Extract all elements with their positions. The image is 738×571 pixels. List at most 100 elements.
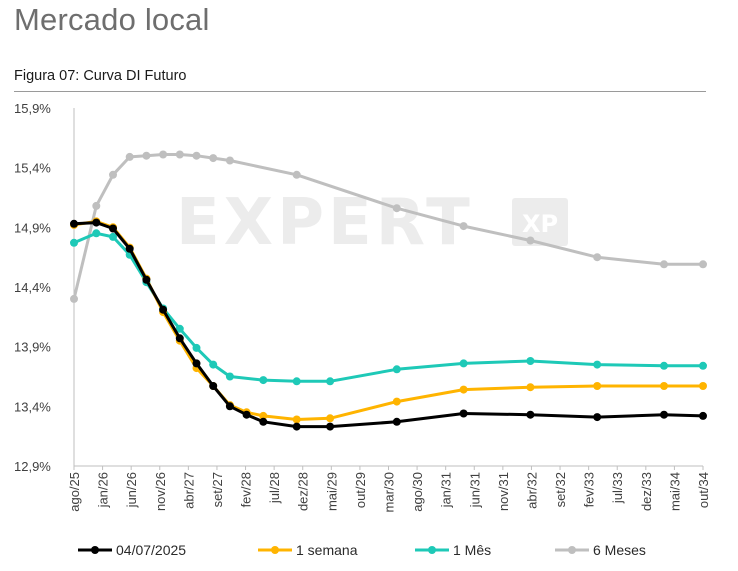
data-point [459, 359, 468, 368]
x-tick-label: ago/25 [67, 472, 82, 512]
series-line [72, 221, 705, 429]
section-title: Mercado local [14, 2, 210, 37]
data-point [392, 365, 401, 374]
legend-marker [91, 546, 99, 554]
data-point [392, 417, 401, 426]
legend-label: 1 semana [296, 542, 358, 558]
legend-label: 1 Mês [453, 542, 491, 558]
x-tick-label: ago/30 [410, 472, 425, 512]
data-point [225, 372, 234, 381]
y-tick-label: 12,9% [14, 459, 51, 474]
data-point [699, 361, 707, 370]
series-layer [70, 150, 707, 431]
data-point [459, 385, 468, 394]
data-point [459, 409, 468, 418]
watermark-badge-icon [512, 198, 568, 246]
legend-marker [428, 546, 436, 554]
data-point [259, 376, 268, 385]
data-point [159, 305, 168, 314]
data-point [593, 382, 602, 390]
legend: 04/07/2025 1 semana 1 Mês 6 Meses [78, 542, 646, 558]
x-tick-label: nov/31 [496, 472, 511, 511]
data-point [593, 360, 602, 369]
data-point [660, 361, 668, 370]
data-point [699, 382, 707, 390]
y-tick-label: 15,4% [14, 161, 51, 176]
data-point [159, 150, 168, 159]
data-point [175, 324, 184, 333]
data-point [192, 151, 201, 160]
x-tick-label: mai/29 [324, 472, 339, 511]
data-point [125, 244, 134, 253]
data-point [192, 343, 201, 352]
x-tick-label: jul/33 [610, 472, 625, 504]
data-point [526, 357, 535, 365]
data-point [593, 253, 602, 262]
data-point [259, 411, 268, 420]
data-point [660, 382, 668, 390]
data-point [92, 229, 101, 238]
x-tick-label: jan/26 [96, 472, 111, 508]
data-point [70, 238, 78, 247]
legend-item: 1 semana [258, 542, 358, 558]
data-point [326, 377, 335, 386]
data-point [142, 275, 151, 284]
figure-title: Figura 07: Curva DI Futuro [14, 68, 187, 84]
data-point [292, 377, 301, 386]
data-point [259, 417, 268, 426]
x-tick-label: jun/26 [124, 472, 139, 508]
legend-item: 1 Mês [415, 542, 491, 558]
legend-item: 6 Meses [555, 542, 646, 558]
x-tick-label: abr/27 [181, 472, 196, 509]
y-tick-label: 14,9% [14, 220, 51, 235]
series-3 [70, 150, 707, 303]
x-tick-label: set/32 [553, 472, 568, 507]
x-tick-label: jan/31 [439, 472, 454, 508]
data-point [392, 397, 401, 406]
x-tick-label: mai/34 [667, 472, 682, 511]
x-tick-label: dez/33 [639, 472, 654, 511]
data-point [192, 359, 201, 368]
data-point [109, 232, 117, 241]
data-point [526, 410, 535, 419]
data-point [209, 382, 218, 390]
series-0 [70, 218, 707, 431]
x-tick-label: fev/28 [239, 472, 254, 507]
data-point [292, 422, 301, 431]
y-tick-label: 14,4% [14, 280, 51, 295]
data-point [70, 294, 78, 303]
x-tick-label: set/27 [210, 472, 225, 507]
data-point [292, 415, 301, 424]
data-point [109, 224, 117, 233]
data-point [125, 152, 134, 161]
data-point [526, 236, 535, 245]
data-point [660, 260, 668, 269]
x-tick-label: out/29 [353, 472, 368, 508]
data-point [209, 154, 218, 163]
data-point [699, 260, 707, 269]
y-tick-label: 13,4% [14, 399, 51, 414]
data-point [209, 360, 218, 369]
title-divider [14, 91, 706, 92]
y-tick-label: 15,9% [14, 101, 51, 116]
data-point [292, 170, 301, 179]
x-tick-label: abr/32 [524, 472, 539, 509]
data-point [699, 411, 707, 420]
legend-marker [271, 546, 279, 554]
data-point [392, 204, 401, 213]
watermark: EXPERT XP [176, 186, 568, 260]
data-point [70, 219, 78, 228]
x-tick-label: jul/28 [267, 472, 282, 504]
data-point [92, 218, 101, 227]
legend-marker [568, 546, 576, 554]
data-point [593, 413, 602, 422]
data-point [242, 410, 251, 419]
data-point [225, 156, 234, 165]
data-point [660, 410, 668, 419]
data-point [326, 414, 335, 423]
data-point [109, 170, 117, 179]
watermark-text: EXPERT [176, 186, 474, 260]
watermark-badge-text: XP [522, 210, 558, 238]
data-point [92, 201, 101, 210]
